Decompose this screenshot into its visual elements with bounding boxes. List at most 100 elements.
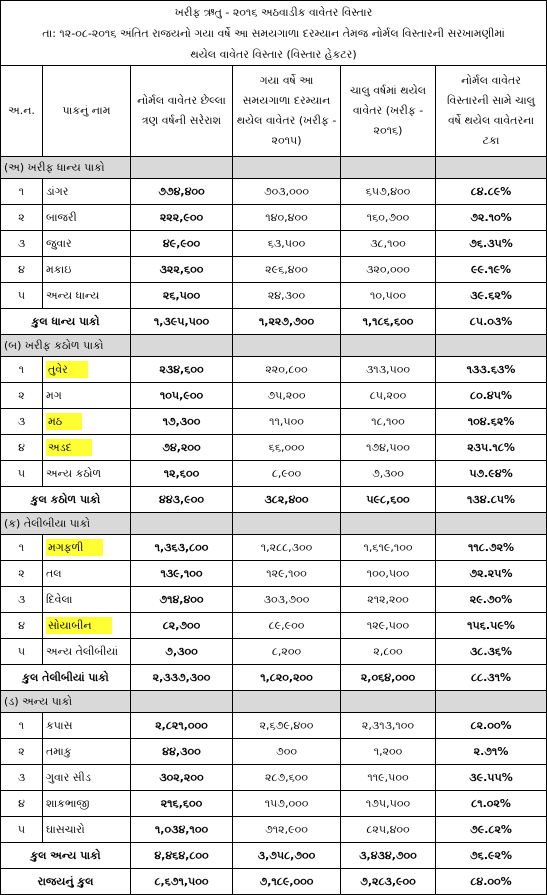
value-cell: ૨૬,૫૦૦: [130, 282, 233, 309]
value-cell: ૨૧૬,૬૦૦: [130, 790, 233, 817]
value-cell: ૨૯૬,૪૦૦: [232, 256, 341, 283]
empty-cell: [340, 512, 436, 535]
value-cell: ૧૮,૧૦૦: [340, 408, 436, 435]
value-cell: ૨૪,૩૦૦: [232, 282, 341, 309]
total-value: ૭૬.૯૨%: [434, 842, 547, 869]
data-row: ૫ અન્ય તેલીબીયાં ૭,૩૦૦ ૮,૨૦૦ ૨,૮૦૦ ૩૮.૩૬%: [0, 638, 547, 665]
crop-name: ગુવાર સીડ: [42, 764, 131, 791]
crop-name: મકાઇ: [42, 256, 131, 283]
crop-name: ઘાસચારો: [42, 816, 131, 843]
empty-cell: [434, 690, 547, 713]
value-cell: ૨૯.૭૦%: [434, 586, 547, 613]
total-value: ૮૪.૦૦%: [434, 868, 547, 895]
crop-name: દિવેલા: [42, 586, 131, 613]
value-cell: ૧૫૬.૫૯%: [434, 612, 547, 639]
crop-name-text: ગુવાર સીડ: [46, 770, 91, 784]
data-row: ૪ મકાઇ ૩૨૨,૬૦૦ ૨૯૬,૪૦૦ ૩૨૦,૦૦૦ ૯૯.૧૯%: [0, 256, 547, 283]
empty-cell: [340, 156, 436, 179]
value-cell: ૨૨૨,૯૦૦: [130, 204, 233, 231]
crop-name-text: ઘાસચારો: [46, 822, 85, 836]
total-value: ૪૪૩,૯૦૦: [130, 486, 233, 513]
total-label: કુલ અન્ય પાકો: [0, 842, 131, 869]
section-row: (ડ) અન્ય પાકો: [0, 690, 547, 713]
value-cell: ૩૦૨,૨૦૦: [130, 764, 233, 791]
data-row: ૧ તુવેર ૨૩૪,૬૦૦ ૨૨૦,૮૦૦ ૩૧૩,૫૦૦ ૧૩૩.૬૩%: [0, 356, 547, 383]
crop-name-text: મગ: [46, 388, 62, 402]
data-row: ૧ કપાસ ૨,૮૨૧,૦૦૦ ૨,૬૭૯,૪૦૦ ૨,૩૧૩,૧૦૦ ૮૨.૦૦%: [0, 712, 547, 739]
section-row: (બ) ખરીફ કઠોળ પાકો: [0, 334, 547, 357]
value-cell: ૧૦૫,૯૦૦: [130, 382, 233, 409]
total-label: કુલ ધાન્ય પાકો: [0, 308, 131, 335]
column-header: અ.ન.: [0, 65, 43, 157]
crop-name-text: મકાઇ: [46, 262, 72, 276]
total-value: ૧,૨૨૭,૭૦૦: [232, 308, 341, 335]
crop-name-text: બાજરી: [46, 210, 77, 224]
value-cell: ૭૦૦: [232, 738, 341, 765]
empty-cell: [232, 334, 341, 357]
value-cell: ૧૫૭,૦૦૦: [232, 790, 341, 817]
column-header: પાકનું નામ: [42, 65, 131, 157]
total-row: કુલ ધાન્ય પાકો ૧,૩૯૫,૫૦૦ ૧,૨૨૭,૭૦૦ ૧,૧૮૬,૬૦…: [0, 308, 547, 335]
serial-no: ૪: [0, 434, 43, 461]
value-cell: ૧૦૦,૫૦૦: [340, 560, 436, 587]
value-cell: ૧૧૮.૭૨%: [434, 534, 547, 561]
title: ખરીફ ઋતુ - ૨૦૧૬ અઠવાડીક વાવેતર વિસ્તાર તા…: [0, 0, 547, 66]
section-title: (ડ) અન્ય પાકો: [0, 690, 131, 713]
title-line: ખરીફ ઋતુ - ૨૦૧૬ અઠવાડીક વાવેતર વિસ્તાર: [174, 5, 373, 19]
value-cell: ૭૨.૨૫%: [434, 560, 547, 587]
crop-name: અન્ય ધાન્ય: [42, 282, 131, 309]
value-cell: ૮૦.૪૫%: [434, 382, 547, 409]
crop-name-text: મઠ: [46, 412, 83, 430]
value-cell: ૭૭૪,૪૦૦: [130, 178, 233, 205]
serial-no: ૫: [0, 638, 43, 665]
total-value: ૮,૬૭૧,૫૦૦: [130, 868, 233, 895]
value-cell: ૩૮,૧૦૦: [340, 230, 436, 257]
value-cell: ૨,૬૭૯,૪૦૦: [232, 712, 341, 739]
value-cell: ૨૩૫.૧૮%: [434, 434, 547, 461]
value-cell: ૧૨,૬૦૦: [130, 460, 233, 487]
value-cell: ૧૦૪.૬૨%: [434, 408, 547, 435]
empty-cell: [434, 512, 547, 535]
crop-name: તમાકુ: [42, 738, 131, 765]
total-value: ૧,૮૨૦,૨૦૦: [232, 664, 341, 691]
serial-no: ૪: [0, 256, 43, 283]
data-row: ૩ ગુવાર સીડ ૩૦૨,૨૦૦ ૨૮૭,૬૦૦ ૧૧૯,૫૦૦ ૩૯.૫૫%: [0, 764, 547, 791]
value-cell: ૮,૯૦૦: [232, 460, 341, 487]
value-cell: ૮૨,૭૦૦: [130, 612, 233, 639]
value-cell: ૮૫,૨૦૦: [340, 382, 436, 409]
value-cell: ૧૪૦,૪૦૦: [232, 204, 341, 231]
total-value: ૪,૪૬૪,૮૦૦: [130, 842, 233, 869]
total-row: કુલ અન્ય પાકો ૪,૪૬૪,૮૦૦ ૩,૭૫૮,૭૦૦ ૩,૪૩૪,૭૦૦…: [0, 842, 547, 869]
value-cell: ૫૭.૯૪%: [434, 460, 547, 487]
crop-name-text: શાકભાજી: [46, 796, 90, 810]
value-cell: ૧૨૯,૫૦૦: [340, 612, 436, 639]
serial-no: ૪: [0, 790, 43, 817]
data-row: ૫ અન્ય ધાન્ય ૨૬,૫૦૦ ૨૪,૩૦૦ ૧૦,૫૦૦ ૩૯.૬૨%: [0, 282, 547, 309]
crop-name-text: અડદ: [46, 438, 92, 456]
crop-name-text: અન્ય તેલીબીયાં: [46, 644, 119, 658]
empty-cell: [434, 156, 547, 179]
data-row: ૩ જુવાર ૪૯,૯૦૦ ૬૩,૫૦૦ ૩૮,૧૦૦ ૭૬.૩૫%: [0, 230, 547, 257]
empty-cell: [232, 512, 341, 535]
empty-cell: [340, 690, 436, 713]
data-row: ૪ અડદ ૭૪,૨૦૦ ૬૬,૦૦૦ ૧૭૪,૫૦૦ ૨૩૫.૧૮%: [0, 434, 547, 461]
value-cell: ૧૩૩.૬૩%: [434, 356, 547, 383]
header-row: અ.ન. પાકનું નામ નોર્મલ વાવેતર છેલ્લા ત્રણ …: [0, 65, 547, 157]
crop-name: તુવેર: [42, 356, 131, 383]
value-cell: ૩૯.૫૫%: [434, 764, 547, 791]
value-cell: ૩૨૦,૦૦૦: [340, 256, 436, 283]
data-row: ૨ મગ ૧૦૫,૯૦૦ ૭૫,૨૦૦ ૮૫,૨૦૦ ૮૦.૪૫%: [0, 382, 547, 409]
value-cell: ૨૧૨,૨૦૦: [340, 586, 436, 613]
crop-name: અન્ય તેલીબીયાં: [42, 638, 131, 665]
value-cell: ૧,૨૮૮,૩૦૦: [232, 534, 341, 561]
value-cell: ૬૩,૫૦૦: [232, 230, 341, 257]
crop-name: કપાસ: [42, 712, 131, 739]
total-value: ૧,૩૯૫,૫૦૦: [130, 308, 233, 335]
crop-name: અડદ: [42, 434, 131, 461]
value-cell: ૧૬૦,૭૦૦: [340, 204, 436, 231]
value-cell: ૧,૦૩૪,૧૦૦: [130, 816, 233, 843]
value-cell: ૮૧.૦૨%: [434, 790, 547, 817]
value-cell: ૧૨૯,૧૦૦: [232, 560, 341, 587]
